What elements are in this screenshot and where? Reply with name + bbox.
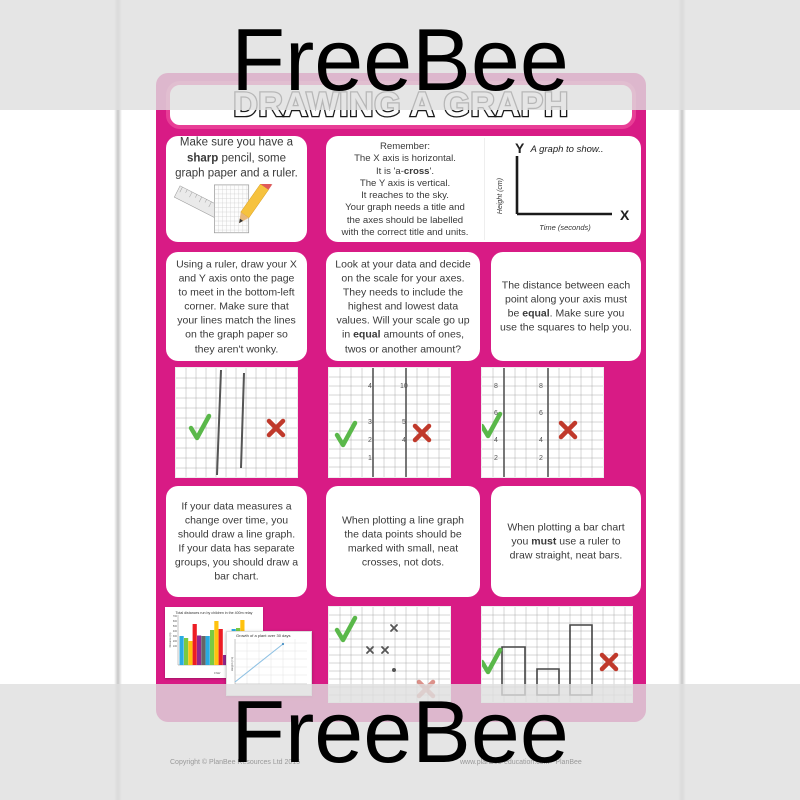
svg-text:300: 300 [173, 635, 178, 638]
svg-text:2: 2 [539, 455, 543, 462]
svg-text:6: 6 [539, 410, 543, 417]
svg-text:8: 8 [539, 383, 543, 390]
svg-text:4: 4 [539, 437, 543, 444]
svg-text:4: 4 [494, 437, 498, 444]
svg-text:X: X [620, 207, 630, 223]
svg-text:2: 2 [368, 437, 372, 444]
svg-text:3: 3 [368, 419, 372, 426]
svg-text:500: 500 [173, 625, 178, 628]
svg-text:4: 4 [402, 437, 406, 444]
svg-text:2: 2 [494, 455, 498, 462]
svg-text:100: 100 [173, 645, 178, 648]
svg-text:200: 200 [173, 640, 178, 643]
svg-text:400: 400 [173, 630, 178, 633]
svg-text:Child: Child [214, 671, 221, 675]
svg-text:5: 5 [402, 419, 406, 426]
svg-text:Distance (m): Distance (m) [168, 633, 172, 648]
svg-text:8: 8 [494, 383, 498, 390]
svg-text:4: 4 [368, 383, 372, 390]
svg-text:Y: Y [515, 140, 525, 156]
svg-text:10: 10 [400, 383, 408, 390]
svg-text:600: 600 [173, 620, 178, 623]
svg-text:Height (cm): Height (cm) [497, 178, 504, 214]
svg-text:Growth of a plant over 30 days: Growth of a plant over 30 days [236, 633, 290, 638]
svg-text:1: 1 [368, 455, 372, 462]
svg-text:Height (cm): Height (cm) [230, 657, 234, 672]
svg-text:Total distances run by childre: Total distances run by children in the 4… [176, 611, 253, 615]
svg-text:700: 700 [173, 615, 178, 618]
svg-text:Time (seconds): Time (seconds) [539, 223, 591, 232]
svg-text:A graph to show..: A graph to show.. [529, 144, 603, 155]
